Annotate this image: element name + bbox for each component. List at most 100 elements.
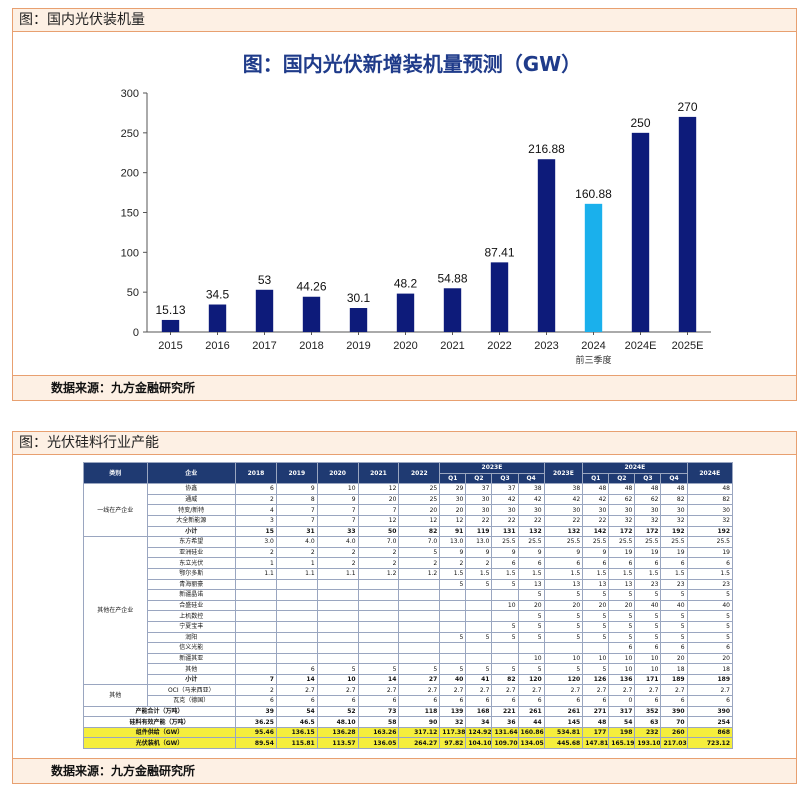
table-row: 青海丽豪 5 5 5 13 13 13 13 23 23 23 <box>84 579 733 590</box>
value-cell <box>236 643 277 654</box>
value-cell: 50 <box>358 526 399 537</box>
value-cell: 5 <box>661 632 687 643</box>
value-cell: 48 <box>583 717 609 728</box>
value-cell: 52 <box>317 706 358 717</box>
value-cell: 22 <box>518 515 544 526</box>
company-name: 新疆晶诺 <box>147 590 236 601</box>
value-cell: 2.7 <box>518 685 544 696</box>
header-year: 2020 <box>317 463 358 484</box>
value-cell: 46.5 <box>276 717 317 728</box>
value-cell: 2.7 <box>466 685 492 696</box>
x-tick-label: 2024E <box>625 340 657 352</box>
header-2024e-quarters: 2024E <box>583 463 687 474</box>
value-cell: 5 <box>544 590 583 601</box>
value-cell: 40 <box>635 600 661 611</box>
x-tick-label: 2025E <box>672 340 704 352</box>
value-cell: 12 <box>399 515 440 526</box>
data-label: 48.2 <box>394 277 418 291</box>
value-cell: 0 <box>609 696 635 707</box>
value-cell: 136.15 <box>276 727 317 738</box>
value-cell: 131 <box>492 526 518 537</box>
value-cell: 6 <box>687 558 732 569</box>
value-cell <box>399 621 440 632</box>
value-cell: 30 <box>518 505 544 516</box>
summary-row: 组件供给（GW） 95.46 136.15 136.28 163.26 317.12 117… <box>84 727 733 738</box>
value-cell: 9 <box>440 547 466 558</box>
value-cell <box>399 600 440 611</box>
value-cell: 25 <box>399 484 440 495</box>
header-quarter: Q3 <box>492 473 518 484</box>
value-cell: 10 <box>317 674 358 685</box>
value-cell: 193.10 <box>635 738 661 749</box>
value-cell: 1.5 <box>466 568 492 579</box>
company-name: 信义光能 <box>147 643 236 654</box>
table-row: 东立光伏 1 1 2 2 2 2 2 6 6 6 6 6 6 6 6 <box>84 558 733 569</box>
value-cell <box>492 643 518 654</box>
capacity-table-wrap: 类别 企业 2018 2019 2020 2021 2022 2023E 202… <box>83 462 733 750</box>
value-cell: 37 <box>466 484 492 495</box>
value-cell: 2.7 <box>492 685 518 696</box>
value-cell: 5 <box>609 590 635 601</box>
table-row: 其他 OCI（马来西亚） 2 2.7 2.7 2.7 2.7 2.7 2.7 2.7 2.7 2.7 2… <box>84 685 733 696</box>
value-cell: 48 <box>661 484 687 495</box>
value-cell: 6 <box>635 558 661 569</box>
company-name: 青海丽豪 <box>147 579 236 590</box>
value-cell: 168 <box>466 706 492 717</box>
value-cell <box>358 611 399 622</box>
value-cell: 104.10 <box>466 738 492 749</box>
installed-capacity-panel: 图：国内光伏装机量 图：国内光伏新增装机量预测（GW） 0 50 100 150 200 2… <box>12 8 797 401</box>
value-cell: 6 <box>276 664 317 675</box>
company-name: 协鑫 <box>147 484 236 495</box>
value-cell: 5 <box>609 611 635 622</box>
value-cell: 40 <box>687 600 732 611</box>
header-category: 类别 <box>84 463 148 484</box>
value-cell: 5 <box>635 632 661 643</box>
table-row: 润阳 5 5 5 5 5 5 5 5 5 5 <box>84 632 733 643</box>
value-cell <box>317 632 358 643</box>
value-cell: 82 <box>492 674 518 685</box>
value-cell: 54 <box>609 717 635 728</box>
value-cell: 192 <box>687 526 732 537</box>
value-cell <box>276 653 317 664</box>
value-cell: 2 <box>236 685 277 696</box>
value-cell: 40 <box>440 674 466 685</box>
value-cell: 5 <box>661 621 687 632</box>
value-cell: 2 <box>440 558 466 569</box>
value-cell: 1.5 <box>492 568 518 579</box>
value-cell: 10 <box>635 653 661 664</box>
value-cell: 48.10 <box>317 717 358 728</box>
value-cell <box>544 643 583 654</box>
header-quarter: Q1 <box>440 473 466 484</box>
x-tick-label: 2022 <box>487 340 511 352</box>
value-cell: 7 <box>317 515 358 526</box>
value-cell: 15 <box>236 526 277 537</box>
header-company: 企业 <box>147 463 236 484</box>
value-cell: 82 <box>399 526 440 537</box>
bar <box>585 204 602 332</box>
value-cell: 120 <box>518 674 544 685</box>
y-tick-label: 150 <box>121 208 139 220</box>
value-cell <box>399 590 440 601</box>
value-cell <box>317 600 358 611</box>
company-name: 特变/新特 <box>147 505 236 516</box>
value-cell: 91 <box>440 526 466 537</box>
y-tick-label: 300 <box>121 88 139 100</box>
value-cell: 36.25 <box>236 717 277 728</box>
value-cell: 20 <box>609 600 635 611</box>
table-row: 其他在产企业 东方希望 3.0 4.0 4.0 7.0 7.0 13.0 13.0 25.5 25.… <box>84 537 733 548</box>
value-cell: 25.5 <box>687 537 732 548</box>
value-cell: 2.7 <box>440 685 466 696</box>
value-cell: 534.81 <box>544 727 583 738</box>
value-cell: 221 <box>492 706 518 717</box>
value-cell: 70 <box>661 717 687 728</box>
value-cell: 10 <box>609 664 635 675</box>
value-cell: 5 <box>635 590 661 601</box>
x-tick-label: 2021 <box>440 340 464 352</box>
header-2023e-total: 2023E <box>544 463 583 484</box>
company-name: 通威 <box>147 494 236 505</box>
table-row: 通威 2 8 9 20 25 30 30 42 42 42 42 62 62 82 82 <box>84 494 733 505</box>
value-cell: 7 <box>358 505 399 516</box>
summary-label: 硅料有效产能（万吨） <box>84 717 236 728</box>
value-cell: 868 <box>687 727 732 738</box>
value-cell: 2.7 <box>583 685 609 696</box>
